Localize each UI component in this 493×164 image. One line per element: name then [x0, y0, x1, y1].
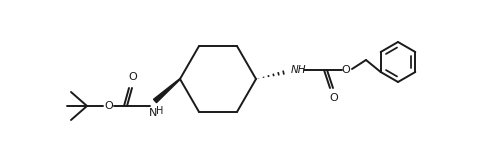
Text: O: O: [105, 101, 113, 111]
Text: O: O: [342, 65, 351, 75]
Text: NH: NH: [291, 65, 307, 75]
Polygon shape: [153, 79, 180, 103]
Text: O: O: [129, 72, 138, 82]
Text: H: H: [156, 106, 164, 116]
Text: O: O: [330, 93, 338, 103]
Text: N: N: [149, 108, 157, 118]
